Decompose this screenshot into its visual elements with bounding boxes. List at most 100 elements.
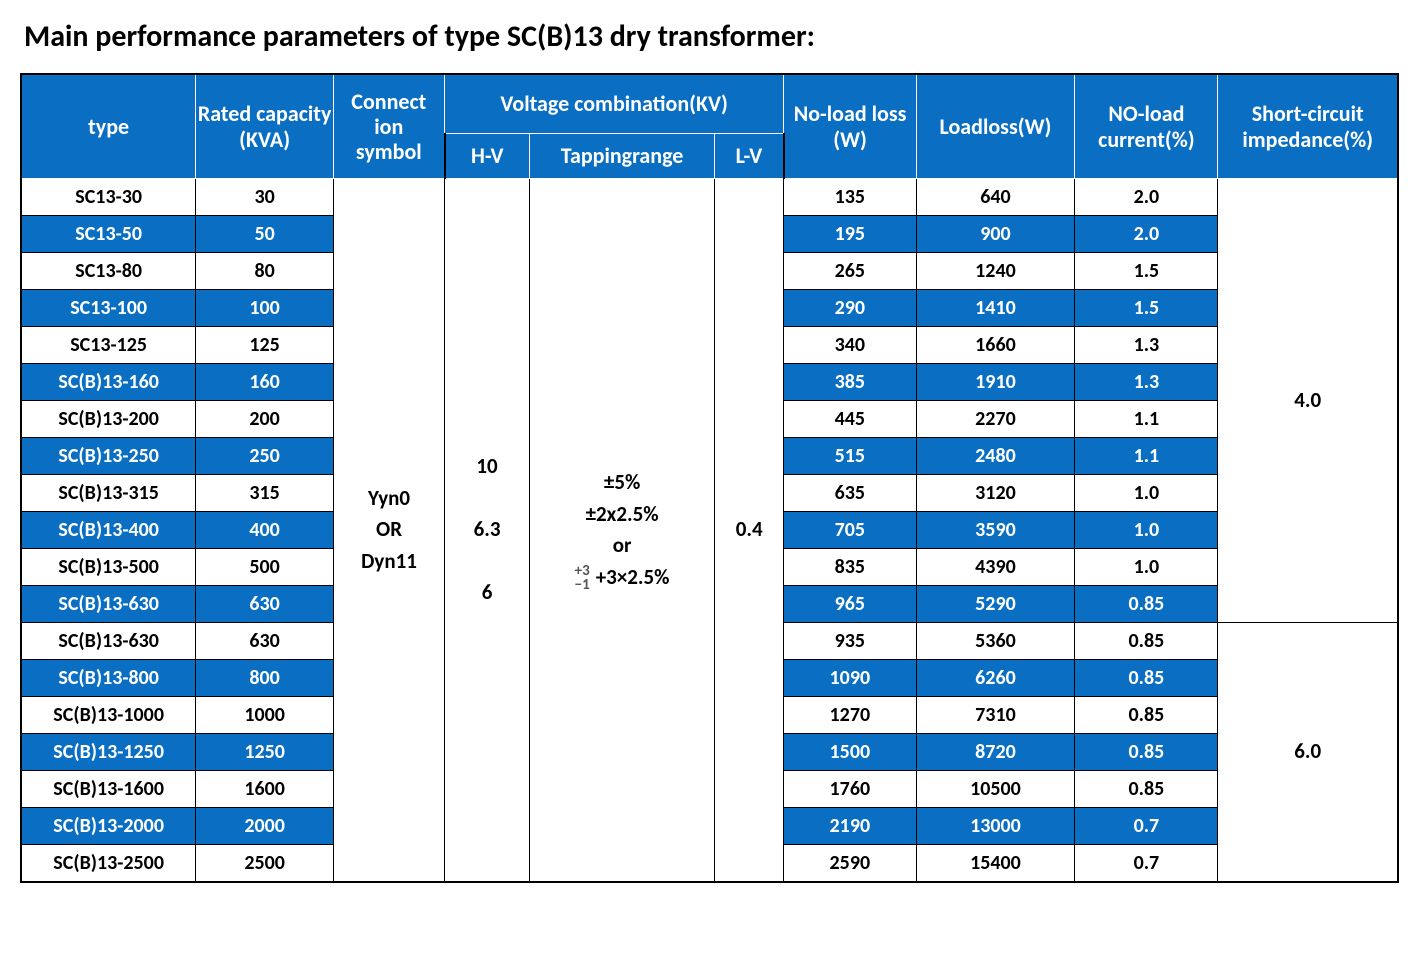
cell-capacity: 800: [196, 660, 334, 697]
cell-no-load-current: 0.85: [1075, 623, 1218, 660]
cell-no-load-current: 0.7: [1075, 808, 1218, 845]
cell-no-load-loss: 1090: [784, 660, 916, 697]
cell-no-load-loss: 340: [784, 327, 916, 364]
cell-capacity: 630: [196, 623, 334, 660]
cell-type: SC(B)13-1250: [21, 734, 196, 771]
cell-type: SC(B)13-2000: [21, 808, 196, 845]
page: Main performance parameters of type SC(B…: [0, 0, 1419, 959]
cell-load-loss: 7310: [916, 697, 1075, 734]
cell-no-load-loss: 705: [784, 512, 916, 549]
cell-type: SC(B)13-630: [21, 623, 196, 660]
cell-capacity: 100: [196, 290, 334, 327]
cell-type: SC(B)13-500: [21, 549, 196, 586]
cell-no-load-loss: 1760: [784, 771, 916, 808]
cell-load-loss: 3590: [916, 512, 1075, 549]
cell-no-load-loss: 445: [784, 401, 916, 438]
col-lv: L-V: [715, 134, 784, 179]
cell-type: SC13-80: [21, 253, 196, 290]
col-no-load-current: NO-load current(%): [1075, 74, 1218, 179]
cell-type: SC(B)13-250: [21, 438, 196, 475]
cell-no-load-loss: 135: [784, 179, 916, 216]
cell-capacity: 1600: [196, 771, 334, 808]
cell-no-load-current: 0.85: [1075, 697, 1218, 734]
spec-table: type Rated capacity (KVA) Connectionsymb…: [20, 73, 1399, 883]
cell-capacity: 1250: [196, 734, 334, 771]
cell-capacity: 80: [196, 253, 334, 290]
cell-capacity: 1000: [196, 697, 334, 734]
cell-no-load-current: 0.85: [1075, 734, 1218, 771]
cell-capacity: 315: [196, 475, 334, 512]
cell-no-load-loss: 965: [784, 586, 916, 623]
cell-no-load-current: 0.85: [1075, 586, 1218, 623]
cell-type: SC(B)13-160: [21, 364, 196, 401]
cell-capacity: 2000: [196, 808, 334, 845]
cell-capacity: 400: [196, 512, 334, 549]
cell-no-load-loss: 1500: [784, 734, 916, 771]
cell-load-loss: 640: [916, 179, 1075, 216]
cell-type: SC(B)13-800: [21, 660, 196, 697]
cell-load-loss: 10500: [916, 771, 1075, 808]
cell-capacity: 500: [196, 549, 334, 586]
cell-load-loss: 8720: [916, 734, 1075, 771]
cell-no-load-current: 0.85: [1075, 660, 1218, 697]
cell-connection-symbol: Yyn0ORDyn11: [333, 179, 444, 883]
cell-load-loss: 1410: [916, 290, 1075, 327]
cell-no-load-current: 2.0: [1075, 179, 1218, 216]
cell-impedance: 6.0: [1218, 623, 1398, 883]
cell-tapping-range: ±5%±2x2.5%or+3−1+3×2.5%: [529, 179, 714, 883]
cell-hv: 106.36: [445, 179, 530, 883]
cell-no-load-loss: 1270: [784, 697, 916, 734]
col-rated-capacity: Rated capacity (KVA): [196, 74, 334, 179]
cell-capacity: 250: [196, 438, 334, 475]
col-short-circuit-impedance: Short-circuit impedance(%): [1218, 74, 1398, 179]
cell-no-load-loss: 935: [784, 623, 916, 660]
cell-no-load-loss: 195: [784, 216, 916, 253]
col-tapping-range: Tappingrange: [529, 134, 714, 179]
cell-capacity: 125: [196, 327, 334, 364]
col-no-load-loss: No-load loss (W): [784, 74, 916, 179]
cell-no-load-current: 1.5: [1075, 253, 1218, 290]
cell-no-load-loss: 385: [784, 364, 916, 401]
cell-capacity: 160: [196, 364, 334, 401]
cell-no-load-current: 1.0: [1075, 512, 1218, 549]
cell-capacity: 30: [196, 179, 334, 216]
cell-type: SC(B)13-400: [21, 512, 196, 549]
cell-type: SC13-30: [21, 179, 196, 216]
cell-no-load-current: 1.3: [1075, 327, 1218, 364]
cell-no-load-loss: 265: [784, 253, 916, 290]
cell-type: SC13-100: [21, 290, 196, 327]
cell-no-load-current: 1.1: [1075, 438, 1218, 475]
cell-no-load-current: 2.0: [1075, 216, 1218, 253]
col-hv: H-V: [445, 134, 530, 179]
cell-no-load-loss: 515: [784, 438, 916, 475]
cell-load-loss: 5290: [916, 586, 1075, 623]
cell-type: SC(B)13-1000: [21, 697, 196, 734]
cell-type: SC(B)13-200: [21, 401, 196, 438]
cell-no-load-loss: 835: [784, 549, 916, 586]
cell-type: SC(B)13-2500: [21, 845, 196, 883]
cell-no-load-loss: 635: [784, 475, 916, 512]
cell-lv: 0.4: [715, 179, 784, 883]
col-connection-symbol: Connectionsymbol: [333, 74, 444, 179]
cell-type: SC(B)13-630: [21, 586, 196, 623]
cell-no-load-loss: 2190: [784, 808, 916, 845]
cell-load-loss: 4390: [916, 549, 1075, 586]
table-header: type Rated capacity (KVA) Connectionsymb…: [21, 74, 1398, 179]
table-body: SC13-3030Yyn0ORDyn11106.36±5%±2x2.5%or+3…: [21, 179, 1398, 883]
cell-no-load-current: 0.7: [1075, 845, 1218, 883]
cell-capacity: 630: [196, 586, 334, 623]
cell-load-loss: 6260: [916, 660, 1075, 697]
cell-no-load-current: 0.85: [1075, 771, 1218, 808]
cell-load-loss: 2480: [916, 438, 1075, 475]
cell-no-load-current: 1.1: [1075, 401, 1218, 438]
cell-no-load-current: 1.5: [1075, 290, 1218, 327]
cell-no-load-current: 1.3: [1075, 364, 1218, 401]
cell-type: SC13-125: [21, 327, 196, 364]
col-type: type: [21, 74, 196, 179]
cell-type: SC(B)13-315: [21, 475, 196, 512]
page-title: Main performance parameters of type SC(B…: [24, 18, 1399, 55]
cell-no-load-current: 1.0: [1075, 549, 1218, 586]
cell-load-loss: 5360: [916, 623, 1075, 660]
cell-capacity: 50: [196, 216, 334, 253]
cell-load-loss: 3120: [916, 475, 1075, 512]
